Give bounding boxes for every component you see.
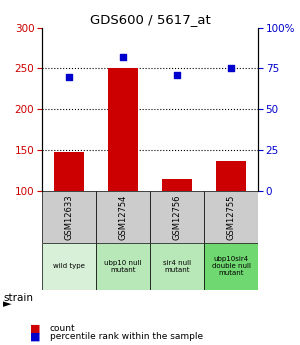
Title: GDS600 / 5617_at: GDS600 / 5617_at bbox=[90, 13, 210, 27]
Text: strain: strain bbox=[3, 294, 33, 303]
Text: ubp10 null
mutant: ubp10 null mutant bbox=[104, 260, 142, 273]
Text: count: count bbox=[50, 324, 75, 333]
Bar bbox=[162, 178, 192, 191]
Text: GSM12755: GSM12755 bbox=[226, 194, 236, 240]
Text: GSM12633: GSM12633 bbox=[64, 194, 74, 240]
Bar bbox=[204, 243, 258, 290]
Bar bbox=[108, 68, 138, 191]
Bar bbox=[96, 191, 150, 243]
Text: wild type: wild type bbox=[53, 264, 85, 269]
Text: GSM12754: GSM12754 bbox=[118, 194, 127, 240]
Text: percentile rank within the sample: percentile rank within the sample bbox=[50, 332, 202, 341]
Text: GSM12756: GSM12756 bbox=[172, 194, 182, 240]
Text: ubp10sir4
double null
mutant: ubp10sir4 double null mutant bbox=[212, 256, 250, 276]
Bar bbox=[54, 152, 84, 191]
Bar bbox=[216, 160, 246, 191]
Text: ►: ► bbox=[3, 299, 11, 309]
Bar bbox=[42, 191, 96, 243]
Bar bbox=[150, 243, 204, 290]
Point bbox=[175, 72, 179, 78]
Bar bbox=[204, 191, 258, 243]
Bar bbox=[96, 243, 150, 290]
Text: sir4 null
mutant: sir4 null mutant bbox=[163, 260, 191, 273]
Bar bbox=[150, 191, 204, 243]
Text: ■: ■ bbox=[30, 324, 40, 333]
Bar bbox=[42, 243, 96, 290]
Point bbox=[67, 74, 71, 79]
Text: ■: ■ bbox=[30, 332, 40, 342]
Point bbox=[121, 54, 125, 60]
Point bbox=[229, 66, 233, 71]
